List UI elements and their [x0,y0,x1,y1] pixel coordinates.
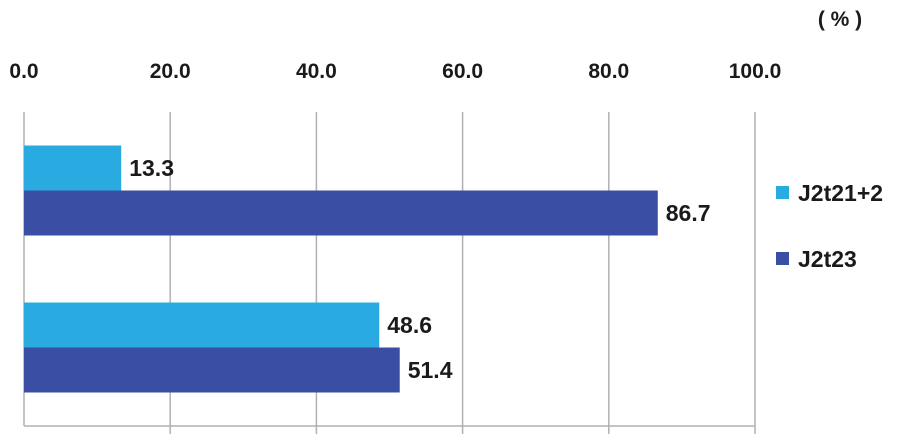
legend-swatch [776,252,789,265]
legend-swatch [776,186,789,199]
tick-label: 100.0 [729,60,782,83]
bar-j2t23-1 [24,347,400,393]
data-label: 13.3 [129,155,174,181]
legend-label: J2t23 [798,246,857,272]
legend-label: J2t21+2 [798,180,883,206]
bar-j2t21-2-1 [24,302,380,348]
bars [24,145,658,393]
tick-label: 80.0 [588,60,629,83]
tick-label: 20.0 [150,60,191,83]
tick-label: 40.0 [296,60,337,83]
tick-label: 60.0 [442,60,483,83]
data-label: 51.4 [408,357,453,383]
data-label: 48.6 [387,312,432,338]
x-axis-ticks: 0.0 20.0 40.0 60.0 80.0 100.0 [9,60,781,83]
bar-j2t21-2-0 [24,145,122,191]
data-labels: 13.3 86.7 48.6 51.4 [129,155,710,383]
unit-label: ( % ) [818,8,862,31]
bar-j2t23-0 [24,190,658,236]
legend: J2t21+2 J2t23 [776,180,883,272]
tick-label: 0.0 [9,60,38,83]
data-label: 86.7 [666,200,711,226]
